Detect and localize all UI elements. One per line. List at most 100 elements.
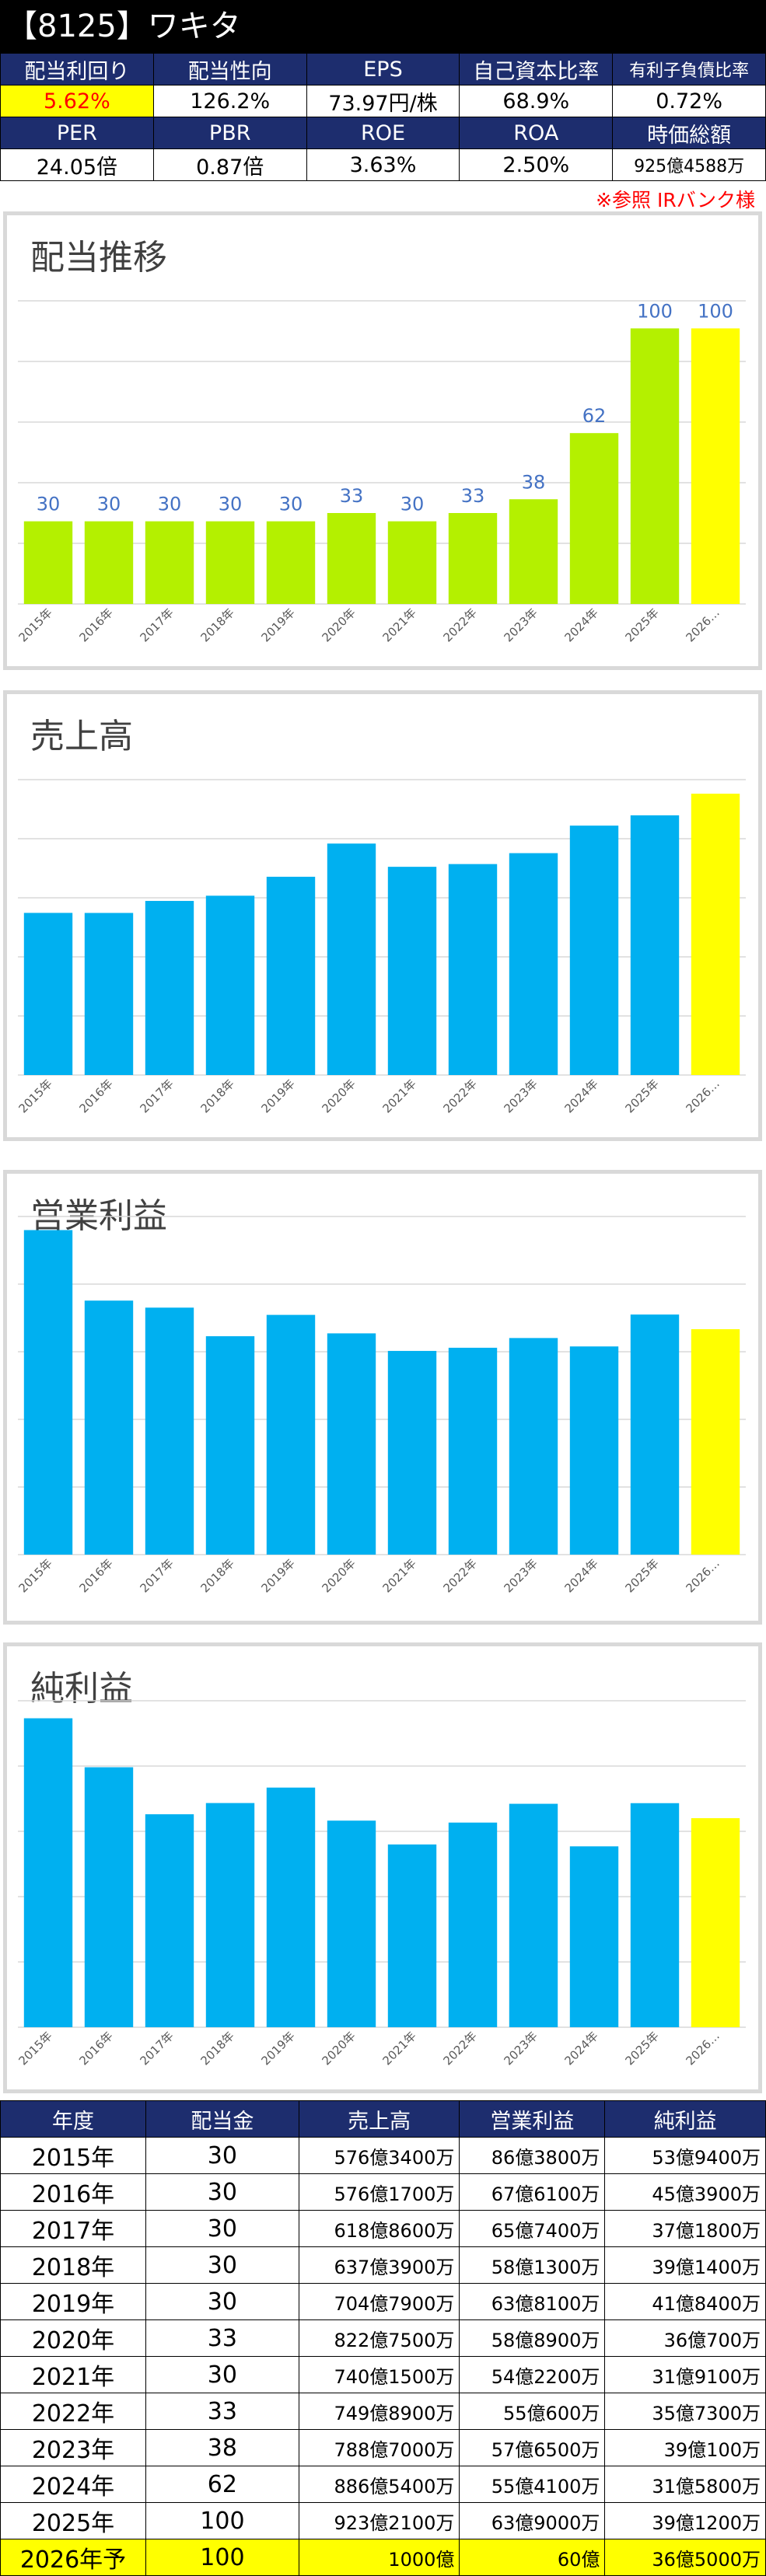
table-cell: 53億9400万 xyxy=(604,2137,766,2174)
data-label: 30 xyxy=(97,494,121,515)
bar xyxy=(569,433,619,604)
tick-label: 2017年 xyxy=(137,2029,176,2068)
bar xyxy=(205,895,255,1075)
tick-label: 2019年 xyxy=(258,606,297,644)
bar xyxy=(327,513,376,604)
tick-label: 2022年 xyxy=(440,606,479,644)
table-cell: 886億5400万 xyxy=(298,2466,460,2503)
data-label: 33 xyxy=(340,485,364,507)
column-header-dividend: 配当金 xyxy=(145,2100,299,2138)
table-cell: 58億1300万 xyxy=(459,2246,606,2284)
table-cell: 637億3900万 xyxy=(298,2246,460,2284)
table-cell: 740億1500万 xyxy=(298,2356,460,2393)
tick-label: 2015年 xyxy=(16,1077,54,1115)
table-cell: 39億1200万 xyxy=(604,2502,766,2539)
data-label: 38 xyxy=(522,471,546,493)
tick-label: 2026… xyxy=(683,1077,722,1115)
bar xyxy=(509,1338,558,1555)
tick-label: 2019年 xyxy=(258,2029,297,2068)
table-cell: 822億7500万 xyxy=(298,2319,460,2357)
table-cell: 36億700万 xyxy=(604,2319,766,2357)
tick-label: 2025年 xyxy=(622,1077,661,1115)
tick-label: 2022年 xyxy=(440,1556,479,1595)
page-title: 【8125】ワキタ xyxy=(0,0,766,53)
tick-label: 2018年 xyxy=(198,1077,236,1115)
bar xyxy=(327,1820,376,2027)
table-cell: 1000億 xyxy=(298,2539,460,2576)
bar xyxy=(387,1844,437,2027)
metric-label: 配当利回り xyxy=(0,53,154,86)
bar xyxy=(630,815,680,1075)
table-row: 2017年 30 618億8600万 65億7400万 37億1800万 xyxy=(0,2210,766,2247)
bar xyxy=(327,843,376,1075)
table-cell: 37億1800万 xyxy=(604,2210,766,2247)
bar xyxy=(23,913,73,1075)
bar xyxy=(691,328,740,604)
tick-label: 2020年 xyxy=(319,606,358,644)
roa-value: 2.50% xyxy=(459,148,614,181)
metric-label: ROE xyxy=(306,117,460,149)
table-cell: 30 xyxy=(145,2356,299,2393)
table-cell: 788億7000万 xyxy=(298,2429,460,2466)
tick-label: 2015年 xyxy=(16,606,54,644)
bar xyxy=(145,901,194,1075)
bar xyxy=(145,521,194,604)
table-cell: 2021年 xyxy=(0,2356,146,2393)
metrics-value-row-1: 5.62% 126.2% 73.97円/株 68.9% 0.72% xyxy=(0,85,766,117)
table-cell: 55億600万 xyxy=(459,2393,606,2430)
data-label: 100 xyxy=(698,300,733,322)
bar xyxy=(266,1314,316,1555)
table-cell: 30 xyxy=(145,2283,299,2320)
column-header-sales: 売上高 xyxy=(298,2100,460,2138)
table-cell: 33 xyxy=(145,2319,299,2357)
bar xyxy=(266,521,316,604)
table-cell: 2022年 xyxy=(0,2393,146,2430)
table-cell: 65億7400万 xyxy=(459,2210,606,2247)
metric-label: EPS xyxy=(306,53,460,86)
table-cell: 2020年 xyxy=(0,2319,146,2357)
bar xyxy=(509,499,558,604)
metric-label: ROA xyxy=(459,117,614,149)
table-cell: 36億5000万 xyxy=(604,2539,766,2576)
bar xyxy=(569,1846,619,2027)
data-label: 30 xyxy=(158,494,182,515)
table-cell: 62 xyxy=(145,2466,299,2503)
table-cell: 923億2100万 xyxy=(298,2502,460,2539)
dividend-yield-value: 5.62% xyxy=(0,85,154,117)
table-cell: 41億8400万 xyxy=(604,2283,766,2320)
tick-label: 2021年 xyxy=(380,606,418,644)
table-row: 2024年 62 886億5400万 55億4100万 31億5800万 xyxy=(0,2466,766,2503)
roe-value: 3.63% xyxy=(306,148,460,181)
chart-title: 売上高 xyxy=(30,717,133,756)
table-row: 2022年 33 749億8900万 55億600万 35億7300万 xyxy=(0,2393,766,2430)
bar xyxy=(205,1336,255,1555)
data-label: 30 xyxy=(400,494,425,515)
tick-label: 2017年 xyxy=(137,1077,176,1115)
tick-label: 2023年 xyxy=(501,2029,540,2068)
data-label: 62 xyxy=(582,405,607,427)
table-cell: 31億9100万 xyxy=(604,2356,766,2393)
table-cell: 38 xyxy=(145,2429,299,2466)
net-profit-chart-panel: 純利益 2015年 2016年 2017年 2018年 2019年 2020年 2021年 2… xyxy=(3,1642,762,2093)
table-cell: 63億9000万 xyxy=(459,2502,606,2539)
tick-label: 2015年 xyxy=(16,1556,54,1595)
table-row: 2016年 30 576億1700万 67億6100万 45億3900万 xyxy=(0,2173,766,2211)
table-cell: 100 xyxy=(145,2502,299,2539)
table-cell: 2015年 xyxy=(0,2137,146,2174)
financial-data-table: 年度 配当金 売上高 営業利益 純利益 2015年 30 576億3400万 86億3… xyxy=(0,2100,766,2576)
tick-label: 2016年 xyxy=(76,2029,115,2068)
tick-label: 2016年 xyxy=(76,1556,115,1595)
table-row: 2018年 30 637億3900万 58億1300万 39億1400万 xyxy=(0,2246,766,2284)
bar xyxy=(448,864,498,1075)
table-row: 2019年 30 704億7900万 63億8100万 41億8400万 xyxy=(0,2283,766,2320)
table-cell: 55億4100万 xyxy=(459,2466,606,2503)
tick-label: 2023年 xyxy=(501,1556,540,1595)
table-cell: 30 xyxy=(145,2137,299,2174)
metrics-header-row-1: 配当利回り 配当性向 EPS 自己資本比率 有利子負債比率 xyxy=(0,53,766,86)
bar xyxy=(509,853,558,1075)
table-cell: 39億1400万 xyxy=(604,2246,766,2284)
bar xyxy=(448,1822,498,2027)
tick-label: 2026… xyxy=(683,2029,722,2068)
bar xyxy=(23,521,73,604)
table-cell: 749億8900万 xyxy=(298,2393,460,2430)
